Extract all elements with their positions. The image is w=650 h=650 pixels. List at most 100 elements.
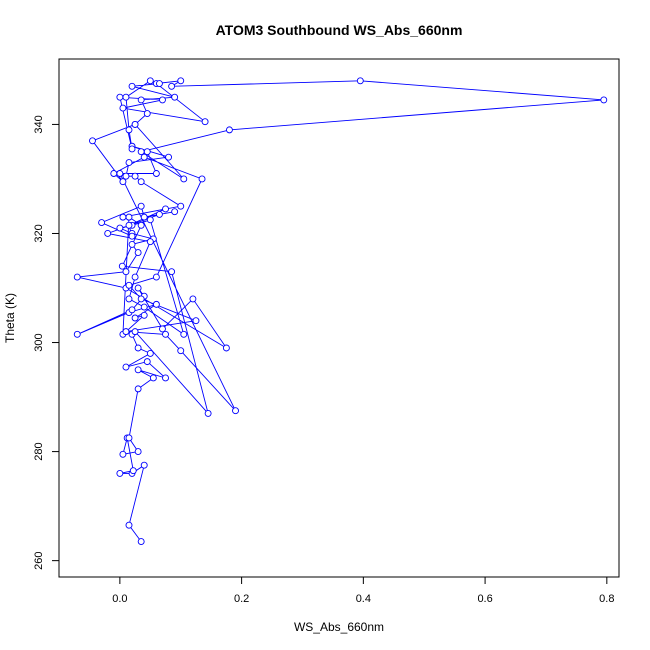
data-point bbox=[146, 238, 154, 246]
data-point bbox=[137, 178, 145, 186]
data-point bbox=[119, 104, 127, 112]
data-point bbox=[116, 170, 124, 177]
data-point bbox=[198, 175, 206, 183]
data-point bbox=[128, 145, 136, 153]
data-point bbox=[134, 284, 142, 292]
data-point bbox=[204, 409, 212, 417]
data-point bbox=[125, 434, 133, 442]
data-point bbox=[222, 344, 230, 352]
data-point bbox=[134, 448, 142, 456]
data-point bbox=[116, 224, 124, 232]
data-point bbox=[122, 172, 130, 180]
data-point bbox=[125, 221, 133, 229]
data-point bbox=[128, 232, 136, 240]
data-point bbox=[128, 240, 136, 248]
data-point bbox=[146, 216, 154, 224]
data-point bbox=[180, 330, 188, 338]
data-point bbox=[162, 205, 169, 213]
data-point bbox=[134, 344, 142, 352]
data-point bbox=[128, 306, 136, 314]
data-point bbox=[125, 159, 133, 167]
data-point bbox=[119, 213, 127, 221]
data-point bbox=[140, 311, 148, 319]
data-point bbox=[152, 300, 160, 308]
data-point bbox=[110, 170, 118, 177]
data-point bbox=[600, 96, 608, 104]
data-point bbox=[155, 80, 163, 87]
x-tick-label: 0.4 bbox=[356, 593, 371, 605]
data-point bbox=[171, 208, 179, 216]
data-point bbox=[140, 213, 148, 221]
data-point bbox=[116, 93, 124, 101]
x-tick-label: 0.2 bbox=[234, 593, 249, 605]
data-point bbox=[152, 273, 160, 281]
data-point bbox=[129, 467, 137, 475]
data-point bbox=[159, 96, 166, 104]
data-point bbox=[232, 407, 239, 415]
data-point bbox=[122, 328, 130, 336]
data-point bbox=[119, 178, 127, 186]
x-tick-label: 0.8 bbox=[599, 593, 614, 605]
data-point bbox=[134, 249, 142, 257]
y-tick-label: 280 bbox=[33, 442, 45, 460]
data-point bbox=[143, 358, 151, 366]
data-point bbox=[201, 118, 209, 126]
data-point bbox=[131, 172, 139, 180]
data-point bbox=[131, 314, 139, 322]
data-point bbox=[134, 385, 142, 393]
data-point bbox=[143, 148, 151, 156]
data-point bbox=[155, 210, 163, 218]
data-point bbox=[137, 295, 145, 303]
data-point bbox=[180, 175, 188, 183]
data-point bbox=[152, 170, 160, 177]
data-point bbox=[137, 202, 145, 210]
y-axis-label: Theta (K) bbox=[3, 293, 17, 343]
data-point bbox=[134, 366, 142, 374]
data-point bbox=[159, 325, 166, 333]
data-point bbox=[137, 221, 145, 229]
x-axis-label: WS_Abs_660nm bbox=[294, 620, 384, 634]
data-point bbox=[125, 295, 133, 303]
data-point bbox=[146, 77, 154, 85]
data-point bbox=[137, 148, 145, 156]
data-point bbox=[137, 96, 145, 104]
data-point bbox=[140, 153, 148, 161]
data-point bbox=[73, 330, 81, 338]
data-point bbox=[131, 120, 139, 128]
y-tick-label: 260 bbox=[33, 551, 45, 569]
data-point bbox=[162, 374, 169, 382]
data-point bbox=[143, 110, 151, 117]
data-point bbox=[177, 347, 185, 355]
data-point bbox=[98, 219, 106, 227]
data-point bbox=[177, 77, 185, 85]
data-point bbox=[118, 262, 126, 270]
data-point bbox=[125, 281, 133, 289]
data-point bbox=[119, 450, 127, 458]
data-point bbox=[128, 82, 136, 90]
chart-title: ATOM3 Southbound WS_Abs_660nm bbox=[216, 22, 463, 38]
data-point bbox=[225, 126, 233, 134]
data-point bbox=[146, 349, 154, 357]
data-point bbox=[140, 461, 148, 469]
data-point bbox=[116, 469, 124, 477]
data-point bbox=[125, 521, 133, 529]
data-point bbox=[122, 268, 130, 276]
data-point bbox=[122, 93, 130, 101]
data-point bbox=[168, 82, 176, 90]
data-point bbox=[125, 126, 133, 134]
data-point bbox=[122, 363, 130, 371]
data-point bbox=[189, 295, 197, 303]
x-axis: 0.0 0.2 0.4 0.6 0.8 bbox=[112, 576, 614, 605]
y-tick-label: 340 bbox=[33, 115, 45, 133]
data-point bbox=[168, 268, 176, 276]
data-point bbox=[177, 202, 185, 210]
data-point bbox=[137, 538, 145, 546]
x-tick-label: 0.0 bbox=[112, 593, 127, 605]
data-point bbox=[356, 77, 364, 85]
data-point bbox=[149, 374, 157, 382]
data-point bbox=[165, 153, 173, 161]
data-point bbox=[140, 303, 148, 311]
data-point bbox=[192, 317, 200, 325]
